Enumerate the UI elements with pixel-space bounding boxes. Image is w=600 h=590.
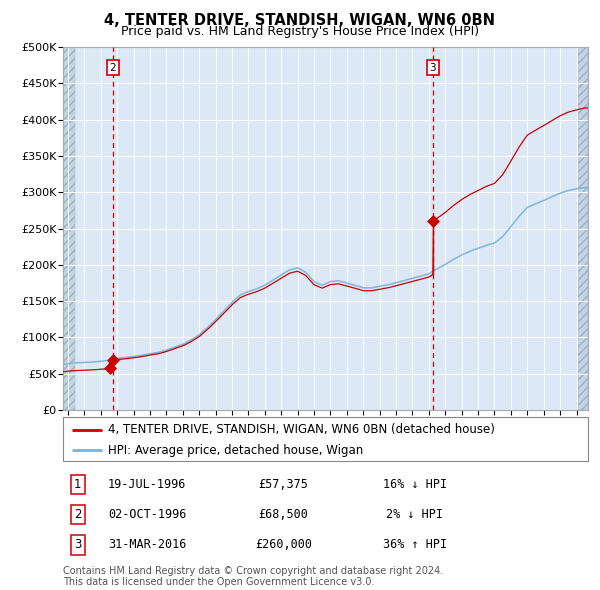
Text: 19-JUL-1996: 19-JUL-1996 bbox=[108, 478, 186, 491]
Text: HPI: Average price, detached house, Wigan: HPI: Average price, detached house, Wiga… bbox=[107, 444, 363, 457]
Text: This data is licensed under the Open Government Licence v3.0.: This data is licensed under the Open Gov… bbox=[63, 577, 374, 587]
Text: Contains HM Land Registry data © Crown copyright and database right 2024.: Contains HM Land Registry data © Crown c… bbox=[63, 566, 443, 576]
Text: Price paid vs. HM Land Registry's House Price Index (HPI): Price paid vs. HM Land Registry's House … bbox=[121, 25, 479, 38]
Text: 36% ↑ HPI: 36% ↑ HPI bbox=[383, 538, 447, 551]
Text: 4, TENTER DRIVE, STANDISH, WIGAN, WN6 0BN (detached house): 4, TENTER DRIVE, STANDISH, WIGAN, WN6 0B… bbox=[107, 423, 494, 436]
Text: 2: 2 bbox=[74, 508, 82, 521]
Text: £68,500: £68,500 bbox=[259, 508, 308, 521]
Bar bbox=[578, 47, 588, 410]
Text: 31-MAR-2016: 31-MAR-2016 bbox=[108, 538, 186, 551]
Text: 3: 3 bbox=[430, 63, 436, 73]
Text: 3: 3 bbox=[74, 538, 82, 551]
Text: 2% ↓ HPI: 2% ↓ HPI bbox=[386, 508, 443, 521]
Bar bbox=[63, 47, 75, 410]
Text: 02-OCT-1996: 02-OCT-1996 bbox=[108, 508, 186, 521]
Text: £57,375: £57,375 bbox=[259, 478, 308, 491]
Text: £260,000: £260,000 bbox=[255, 538, 312, 551]
Text: 4, TENTER DRIVE, STANDISH, WIGAN, WN6 0BN: 4, TENTER DRIVE, STANDISH, WIGAN, WN6 0B… bbox=[104, 13, 496, 28]
Text: 1: 1 bbox=[74, 478, 82, 491]
Text: 2: 2 bbox=[110, 63, 116, 73]
Text: 16% ↓ HPI: 16% ↓ HPI bbox=[383, 478, 447, 491]
